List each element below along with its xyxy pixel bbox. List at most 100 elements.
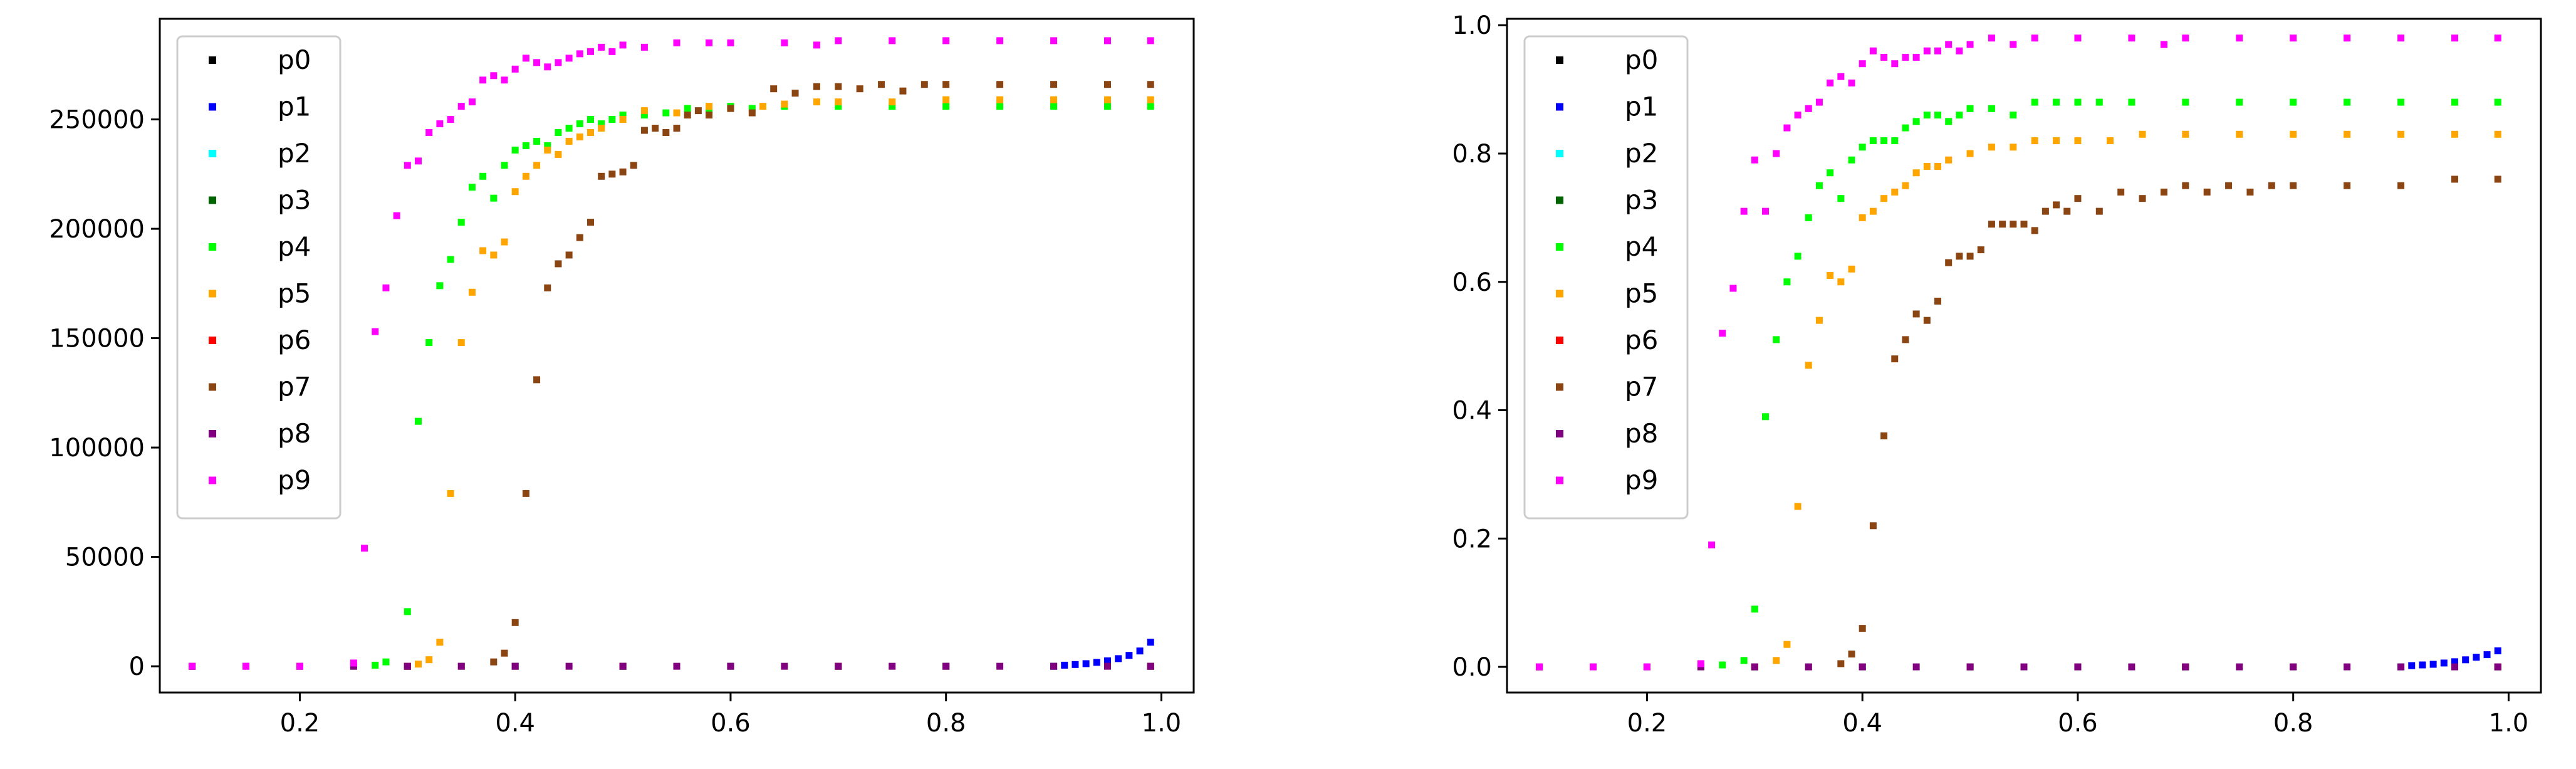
data-point-p1: [1125, 652, 1133, 659]
data-point-p5: [2107, 137, 2114, 145]
data-point-p5: [1912, 169, 1920, 177]
data-point-p5: [501, 238, 508, 246]
data-point-p5: [1869, 207, 1877, 215]
data-point-p7: [694, 107, 702, 115]
series-p9: [189, 37, 1154, 670]
data-point-p5: [533, 162, 541, 169]
data-point-p8: [673, 662, 681, 670]
data-point-p9: [1147, 37, 1154, 44]
data-point-p5: [640, 107, 648, 115]
data-point-p5: [2053, 137, 2060, 145]
data-point-p4: [404, 608, 411, 615]
data-point-p9: [1050, 37, 1058, 44]
data-point-p7: [2063, 207, 2071, 215]
data-point-p7: [2160, 188, 2167, 196]
data-point-p4: [684, 105, 691, 112]
data-point-p1: [1136, 647, 1144, 655]
data-point-p7: [511, 619, 519, 626]
data-point-p4: [1945, 118, 1953, 125]
data-point-p4: [544, 142, 551, 149]
data-point-p9: [1827, 79, 1834, 86]
legend-marker-p0: [209, 56, 216, 64]
data-point-p7: [791, 90, 799, 97]
data-point-p9: [996, 37, 1004, 44]
legend-label-p4: p4: [278, 231, 311, 262]
data-point-p9: [727, 39, 734, 46]
data-point-p9: [598, 43, 605, 51]
data-point-p5: [1902, 182, 1909, 189]
data-point-p1: [2494, 647, 2501, 654]
data-point-p5: [522, 172, 529, 180]
data-point-p1: [1104, 657, 1111, 664]
data-point-p5: [2451, 130, 2458, 138]
data-point-p5: [425, 656, 433, 664]
data-point-p1: [2440, 659, 2448, 667]
data-point-p5: [490, 251, 498, 259]
legend-marker-p8: [1556, 430, 1563, 437]
data-point-p7: [1050, 81, 1058, 88]
data-point-p9: [544, 63, 551, 71]
data-point-p7: [2203, 188, 2211, 196]
data-point-p4: [1815, 182, 1823, 189]
data-point-p9: [1956, 47, 1963, 55]
data-point-p8: [1104, 662, 1111, 670]
data-point-p8: [2494, 663, 2501, 671]
series-p3: [1536, 663, 2501, 671]
data-point-p7: [1956, 253, 1963, 260]
data-point-p9: [1869, 47, 1877, 55]
data-point-p5: [706, 103, 713, 110]
data-point-p7: [706, 112, 713, 119]
data-point-p7: [2451, 175, 2458, 183]
data-point-p7: [1848, 651, 1855, 658]
data-point-p5: [544, 146, 551, 154]
data-point-p5: [2074, 137, 2082, 145]
data-point-p1: [2473, 654, 2480, 661]
data-point-p7: [640, 127, 648, 134]
y-tick-label: 1.0: [1452, 11, 1492, 40]
data-point-p9: [2290, 34, 2297, 42]
series-p6: [1536, 663, 2501, 671]
legend-marker-p4: [209, 243, 216, 251]
legend-label-p6: p6: [278, 325, 311, 355]
data-point-p8: [2397, 663, 2405, 671]
data-point-p7: [608, 170, 616, 178]
data-point-p4: [468, 184, 476, 191]
data-point-p5: [2494, 130, 2501, 138]
data-point-p4: [2053, 98, 2060, 106]
data-point-p9: [1104, 37, 1111, 44]
data-point-p7: [1966, 253, 1974, 260]
series-p1: [2397, 647, 2501, 671]
series-p2: [1536, 663, 2501, 671]
data-point-p4: [1762, 413, 1769, 421]
series-p9: [1536, 34, 2501, 671]
data-point-p1: [1082, 660, 1090, 667]
legend-label-p3: p3: [278, 185, 311, 216]
data-point-p4: [1891, 137, 1899, 145]
data-point-p7: [1859, 625, 1866, 632]
data-point-p7: [920, 81, 928, 88]
data-point-p5: [2010, 144, 2017, 151]
series-p0: [1536, 663, 2501, 671]
data-point-p7: [501, 649, 508, 657]
data-point-p5: [447, 489, 454, 497]
data-point-p7: [522, 489, 529, 497]
data-point-p5: [511, 188, 519, 196]
data-point-p9: [447, 116, 454, 123]
data-point-p8: [942, 662, 950, 670]
data-point-p9: [1934, 47, 1941, 55]
data-point-p7: [770, 85, 778, 93]
data-point-p9: [2074, 34, 2082, 42]
data-point-p7: [1902, 336, 1909, 343]
legend-label-p3: p3: [1625, 185, 1658, 216]
data-point-p7: [555, 260, 562, 268]
data-point-p9: [1945, 41, 1953, 48]
data-point-p1: [1115, 655, 1122, 662]
legend-marker-p3: [1556, 196, 1563, 204]
data-point-p5: [813, 98, 820, 106]
data-point-p9: [1751, 156, 1758, 164]
data-point-p4: [1923, 112, 1931, 119]
data-point-p8: [835, 662, 842, 670]
data-point-p4: [533, 137, 541, 145]
data-point-p8: [2128, 663, 2135, 671]
